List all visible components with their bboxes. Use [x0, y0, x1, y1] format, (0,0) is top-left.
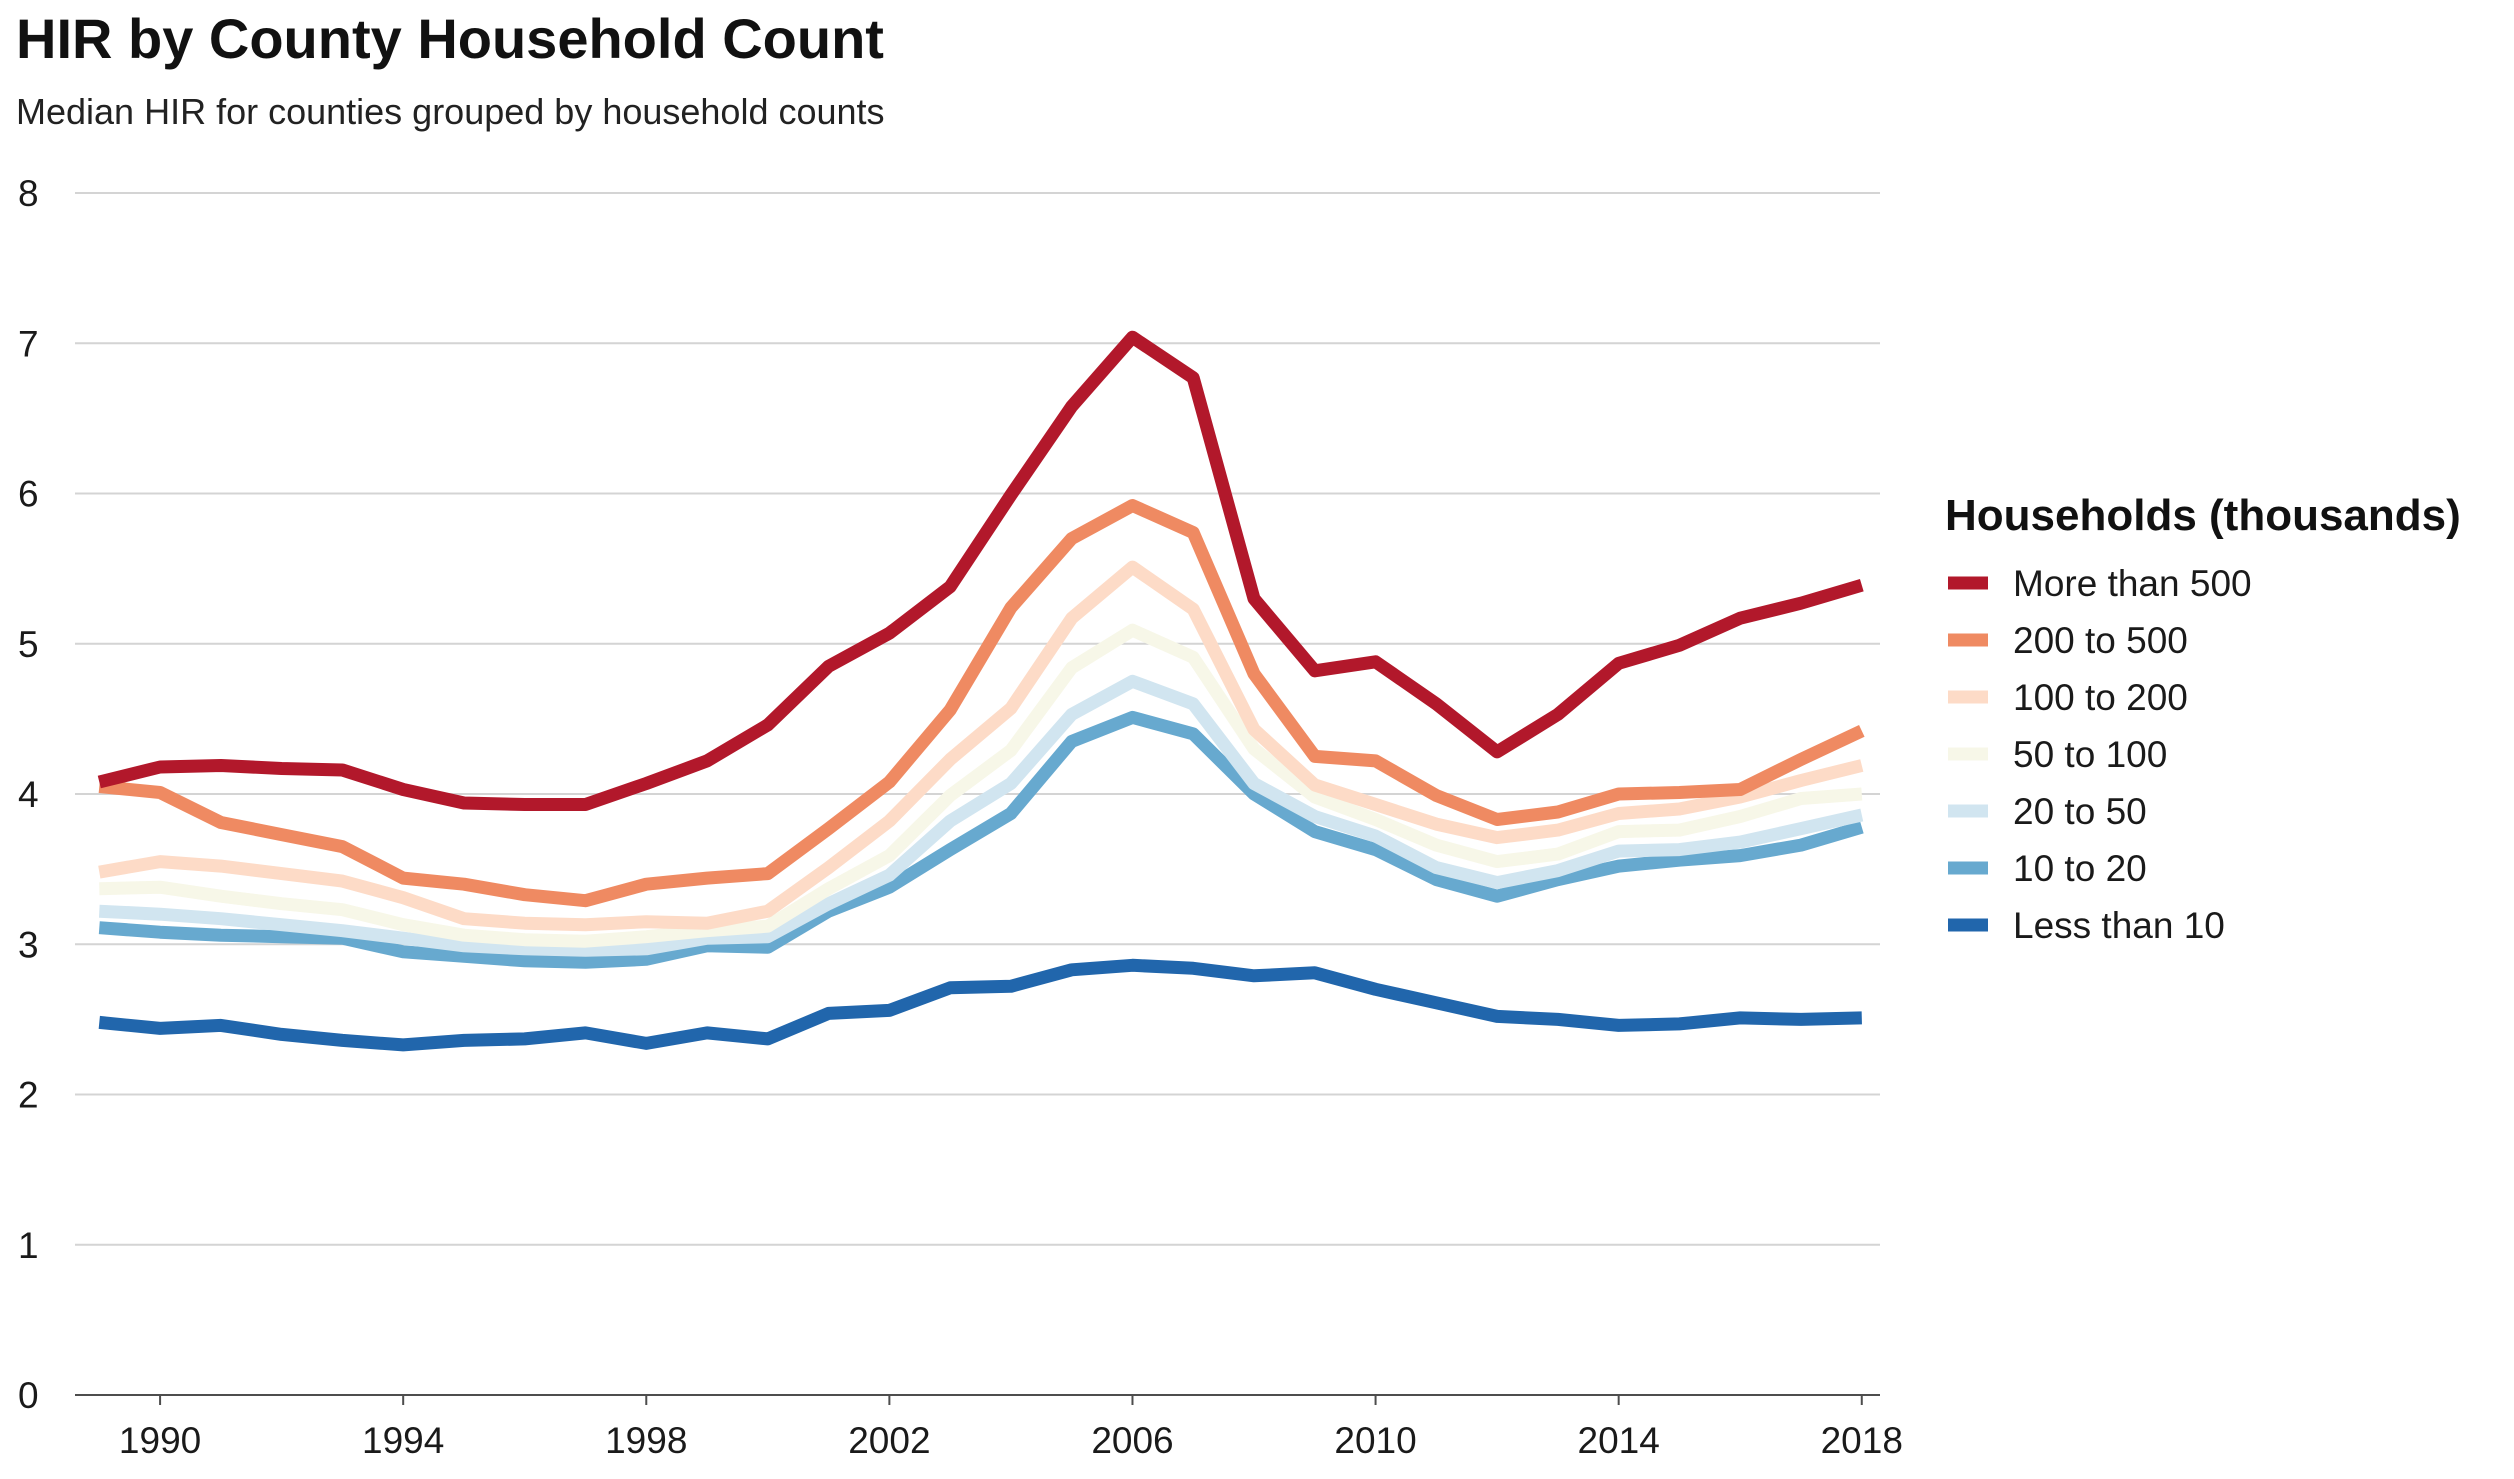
- legend-label: 100 to 200: [2013, 677, 2188, 718]
- legend-label: 200 to 500: [2013, 620, 2188, 661]
- legend-label: 50 to 100: [2013, 734, 2167, 775]
- series-line-50-to-100: [99, 623, 1863, 948]
- y-tick-label: 8: [18, 173, 39, 214]
- series-line-200-to-500: [98, 499, 1865, 908]
- chart-subtitle: Median HIR for counties grouped by house…: [16, 91, 885, 132]
- y-tick-label: 2: [18, 1075, 39, 1116]
- y-tick-label: 6: [18, 474, 39, 515]
- series-line-more-than-500: [97, 330, 1864, 811]
- y-tick-label: 4: [18, 774, 39, 815]
- legend-label: Less than 10: [2013, 905, 2225, 946]
- x-tick-label: 1994: [362, 1420, 444, 1461]
- x-tick-label: 2010: [1334, 1420, 1416, 1461]
- x-tick-label: 2018: [1821, 1420, 1903, 1461]
- legend-title: Households (thousands): [1945, 491, 2461, 540]
- legend-label: 20 to 50: [2013, 791, 2147, 832]
- y-tick-label: 0: [18, 1375, 39, 1416]
- series-line-100-to-200: [98, 560, 1864, 932]
- x-tick-label: 2002: [848, 1420, 930, 1461]
- x-axis-ticks: 1990 1994 1998 2002 2006 2010 2014 2018: [119, 1395, 1903, 1461]
- x-tick-label: 2014: [1578, 1420, 1660, 1461]
- x-tick-label: 1998: [605, 1420, 687, 1461]
- legend: Households (thousands) More than 500 200 …: [1945, 491, 2461, 946]
- x-tick-label: 1990: [119, 1420, 201, 1461]
- series-lines: [97, 330, 1865, 1052]
- y-tick-label: 7: [18, 323, 39, 364]
- y-tick-label: 3: [18, 924, 39, 965]
- chart-title: HIR by County Household Count: [16, 7, 884, 70]
- series-line-10-to-20: [98, 710, 1864, 969]
- y-tick-label: 1: [18, 1225, 39, 1266]
- y-axis-ticks: 0 1 2 3 4 5 6 7 8: [18, 173, 39, 1416]
- legend-label: More than 500: [2013, 563, 2252, 604]
- y-tick-label: 5: [18, 624, 39, 665]
- series-line-less-than-10: [98, 958, 1862, 1052]
- x-tick-label: 2006: [1091, 1420, 1173, 1461]
- legend-label: 10 to 20: [2013, 848, 2147, 889]
- series-line-20-to-50: [98, 674, 1864, 957]
